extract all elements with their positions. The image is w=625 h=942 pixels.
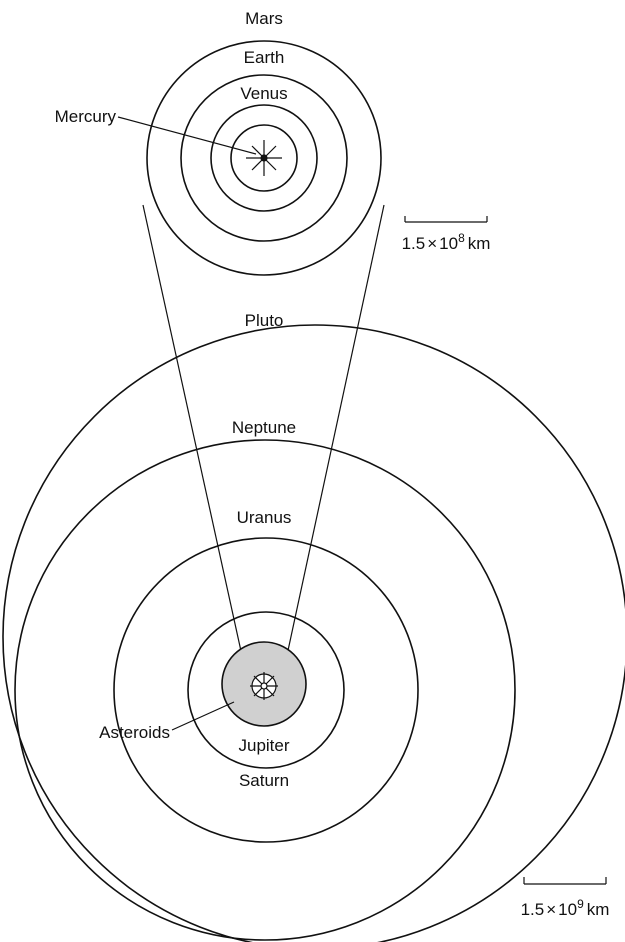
label: Pluto xyxy=(245,311,284,330)
label: Uranus xyxy=(237,508,292,527)
label: Mercury xyxy=(55,107,117,126)
scale-bar xyxy=(404,216,488,223)
label: Asteroids xyxy=(99,723,170,742)
label: Neptune xyxy=(232,418,296,437)
mars-orbit xyxy=(146,40,382,276)
uranus-orbit xyxy=(113,537,419,843)
scale-bar xyxy=(523,877,607,885)
sun-star xyxy=(246,140,282,176)
projection-line xyxy=(142,204,249,684)
scale-label: 1.5 × 108 km xyxy=(402,231,491,253)
saturn-orbit xyxy=(187,611,345,769)
neptune-orbit xyxy=(14,439,516,941)
label: Venus xyxy=(240,84,287,103)
asteroids-pointer xyxy=(171,701,235,731)
label: Jupiter xyxy=(238,736,289,755)
jupiter-orbit xyxy=(221,641,307,727)
mercury-pointer xyxy=(117,116,257,155)
label: Saturn xyxy=(239,771,289,790)
mercury-orbit xyxy=(230,124,298,192)
label: Earth xyxy=(244,48,285,67)
pluto-orbit xyxy=(2,324,625,942)
earth-orbit xyxy=(180,74,348,242)
scale-label: 1.5 × 109 km xyxy=(521,897,610,919)
sun xyxy=(250,672,278,700)
venus-orbit xyxy=(210,104,318,212)
label: Mars xyxy=(245,9,283,28)
projection-line xyxy=(280,204,385,684)
